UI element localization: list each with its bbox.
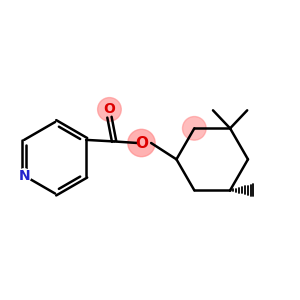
Text: O: O	[103, 102, 116, 116]
Circle shape	[128, 129, 155, 157]
Circle shape	[17, 169, 31, 182]
Text: O: O	[135, 136, 148, 151]
Circle shape	[182, 116, 206, 140]
Circle shape	[98, 98, 121, 121]
Text: N: N	[18, 169, 30, 183]
